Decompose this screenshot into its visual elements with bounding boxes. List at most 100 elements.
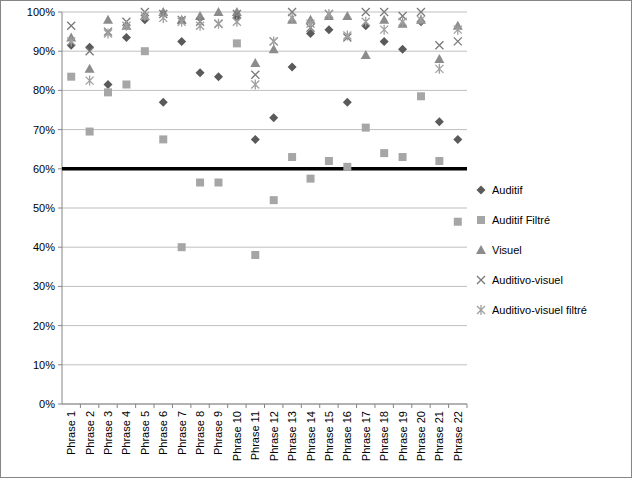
category-label: Phrase 21 xyxy=(433,411,445,461)
grid-line xyxy=(62,364,467,365)
legend-marker xyxy=(477,305,485,315)
category-label: Phrase 13 xyxy=(286,411,298,461)
tick-label: 20% xyxy=(33,320,55,332)
category-label: Phrase 3 xyxy=(102,411,114,455)
tick-mark xyxy=(58,208,62,209)
point xyxy=(196,179,204,187)
category-tick xyxy=(448,404,449,408)
point xyxy=(325,9,333,19)
category-tick xyxy=(430,404,431,408)
point xyxy=(417,15,425,25)
point xyxy=(251,251,259,259)
tick-mark xyxy=(58,247,62,248)
category-label: Phrase 18 xyxy=(378,411,390,461)
category-tick xyxy=(117,404,118,408)
grid-line xyxy=(62,168,467,169)
category-label: Phrase 16 xyxy=(341,411,353,461)
category-label: Phrase 4 xyxy=(120,411,132,455)
category-tick xyxy=(264,404,265,408)
tick-mark xyxy=(58,168,62,169)
point xyxy=(178,243,186,251)
category-tick xyxy=(356,404,357,408)
category-label: Phrase 11 xyxy=(249,411,261,460)
point xyxy=(307,175,315,183)
grid-line xyxy=(62,286,467,287)
point xyxy=(288,13,296,23)
legend-label: Auditivo-visuel xyxy=(492,274,563,286)
legend-label: Visuel xyxy=(492,244,522,256)
point xyxy=(214,179,222,187)
point xyxy=(270,37,278,45)
point xyxy=(177,37,186,46)
category-label: Phrase 20 xyxy=(415,411,427,461)
point xyxy=(86,47,94,55)
point xyxy=(362,17,370,27)
point xyxy=(67,36,75,46)
category-tick xyxy=(154,404,155,408)
tick-mark xyxy=(58,51,62,52)
point xyxy=(325,157,333,165)
category-tick xyxy=(467,404,468,408)
point xyxy=(380,8,388,16)
point xyxy=(233,39,241,47)
point xyxy=(362,8,370,16)
category-label: Phrase 15 xyxy=(323,411,335,461)
category-tick xyxy=(411,404,412,408)
point xyxy=(454,218,462,226)
tick-mark xyxy=(58,325,62,326)
category-label: Phrase 2 xyxy=(84,411,96,455)
chart: 0%10%20%30%40%50%60%70%80%90%100%Phrase … xyxy=(0,0,632,478)
point xyxy=(434,54,444,63)
point xyxy=(399,153,407,161)
plot-area xyxy=(62,7,467,259)
tick-label: 30% xyxy=(33,280,55,292)
category-tick xyxy=(209,404,210,408)
grid-line xyxy=(62,208,467,209)
point xyxy=(214,19,222,29)
tick-mark xyxy=(58,364,62,365)
point xyxy=(343,31,351,41)
category-tick xyxy=(301,404,302,408)
category-tick xyxy=(319,404,320,408)
point xyxy=(417,92,425,100)
legend-marker xyxy=(477,216,485,224)
grid-line xyxy=(62,90,467,91)
category-label: Phrase 8 xyxy=(194,411,206,455)
tick-mark xyxy=(58,12,62,13)
category-label: Phrase 1 xyxy=(65,411,77,455)
category-tick xyxy=(338,404,339,408)
point xyxy=(233,10,241,18)
category-tick xyxy=(282,404,283,408)
category-label: Phrase 22 xyxy=(452,411,464,461)
point xyxy=(141,11,149,21)
point xyxy=(251,80,259,90)
point xyxy=(399,17,407,27)
point xyxy=(159,13,167,23)
tick-label: 80% xyxy=(33,84,55,96)
point xyxy=(103,15,113,24)
point xyxy=(251,71,259,79)
legend-label: Auditif xyxy=(492,184,524,196)
tick-label: 10% xyxy=(33,359,55,371)
category-tick xyxy=(374,404,375,408)
category-tick xyxy=(190,404,191,408)
tick-label: 100% xyxy=(27,6,55,18)
category-tick xyxy=(98,404,99,408)
reference-line xyxy=(62,167,467,171)
tick-label: 90% xyxy=(33,45,55,57)
point xyxy=(380,37,389,46)
category-label: Phrase 9 xyxy=(212,411,224,455)
point xyxy=(213,7,223,16)
grid-line xyxy=(62,129,467,130)
category-label: Phrase 10 xyxy=(231,411,243,461)
point xyxy=(86,76,94,86)
tick-mark xyxy=(58,404,62,405)
category-tick xyxy=(393,404,394,408)
point xyxy=(270,196,278,204)
point xyxy=(417,8,425,16)
point xyxy=(270,36,278,46)
legend-marker xyxy=(476,245,486,254)
point xyxy=(307,19,315,29)
point xyxy=(196,68,205,77)
y-axis xyxy=(62,12,63,404)
